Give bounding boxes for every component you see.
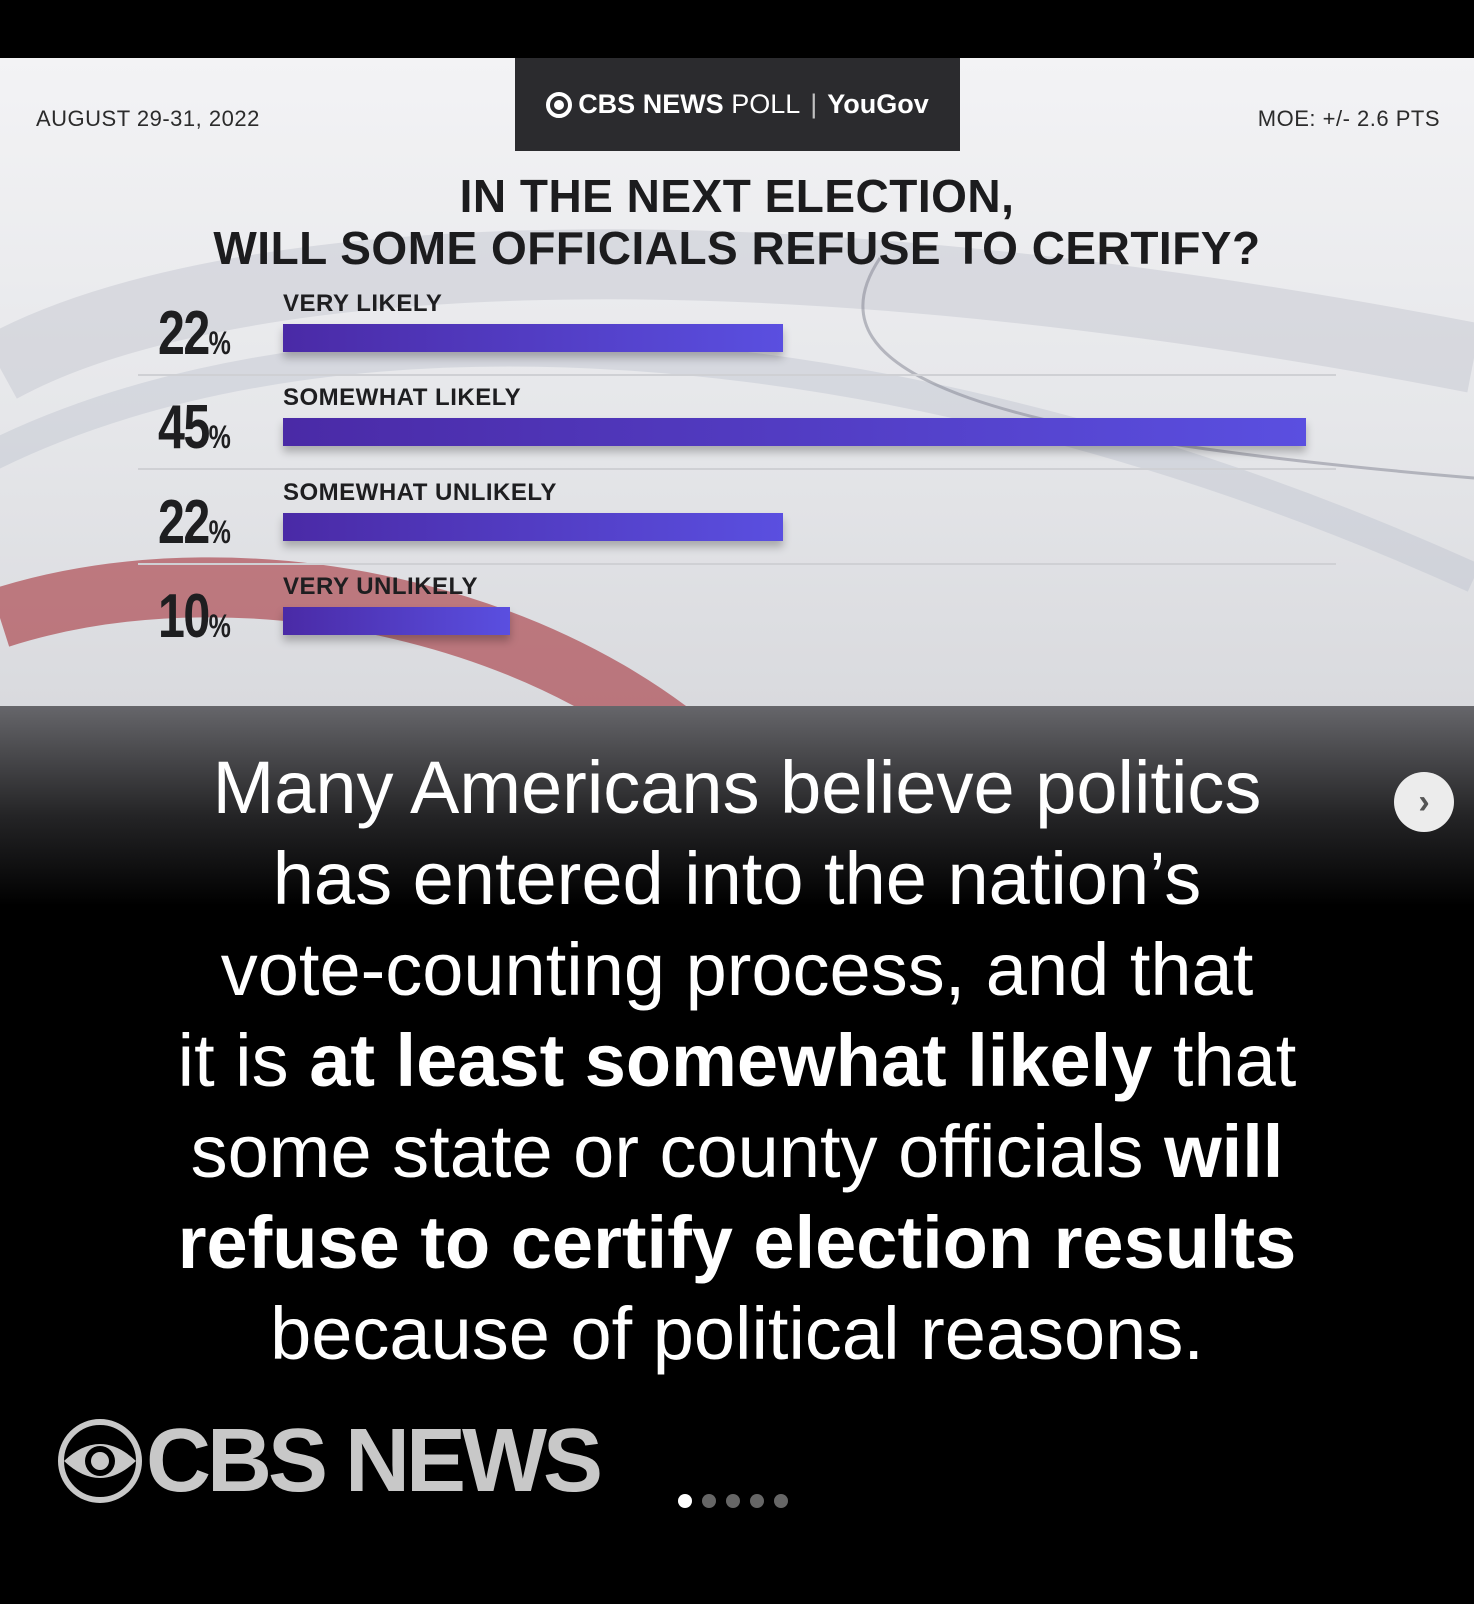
poll-title-line-1: IN THE NEXT ELECTION, [459,170,1015,222]
cbs-news-logo: CBS NEWS [58,1411,603,1511]
poll-row-label: VERY UNLIKELY [283,573,478,600]
next-slide-button[interactable]: › [1394,772,1454,832]
poll-moe: MOE: +/- 2.6 PTS [1257,106,1440,131]
poll-bar [283,418,1306,446]
poll-title-line-2: WILL SOME OFFICIALS REFUSE TO CERTIFY? [213,222,1261,274]
poll-title: IN THE NEXT ELECTION, WILL SOME OFFICIAL… [0,170,1474,274]
poll-row: 22% VERY LIKELY [0,290,1474,386]
poll-percent: 22% [158,487,231,558]
brand-poll: POLL [731,89,801,119]
poll-date: AUGUST 29-31, 2022 [36,106,260,131]
row-divider [138,374,1336,376]
post-caption: Many Americans believe politics has ente… [60,742,1414,1379]
percent-sign: % [208,325,231,361]
percent-value: 10 [158,582,210,651]
poll-row-label: SOMEWHAT UNLIKELY [283,479,557,506]
caption-line: refuse to certify election results [60,1197,1414,1288]
percent-value: 22 [158,488,210,557]
cbs-eye-icon [58,1419,142,1503]
row-divider [138,563,1336,565]
percent-sign: % [208,608,231,644]
caption-text: it is [177,1019,310,1102]
poll-row-label: VERY LIKELY [283,290,443,317]
percent-value: 45 [158,393,210,462]
poll-row: 22% SOMEWHAT UNLIKELY [0,479,1474,575]
caption-emphasis: will [1164,1110,1284,1193]
carousel-dot[interactable] [774,1494,788,1508]
poll-percent: 45% [158,392,231,463]
caption-line: some state or county officials will [60,1106,1414,1197]
caption-line: because of political reasons. [270,1292,1204,1375]
caption-line: it is at least somewhat likely that [60,1015,1414,1106]
poll-brand-tab: CBS NEWS POLL | YouGov [515,58,960,151]
poll-bar [283,324,783,352]
carousel-indicator [678,1494,788,1508]
percent-sign: % [208,514,231,550]
logo-text: CBS NEWS [146,1410,603,1511]
cbs-eye-icon [546,91,573,118]
poll-bar [283,513,783,541]
caption-text: some state or county officials [190,1110,1165,1193]
poll-row: 10% VERY UNLIKELY [0,573,1474,669]
carousel-dot[interactable] [750,1494,764,1508]
caption-emphasis: at least somewhat likely [309,1019,1153,1102]
caption-line: vote-counting process, and that [220,928,1254,1011]
percent-value: 22 [158,299,210,368]
brand-separator: | [810,89,818,119]
chevron-right-icon: › [1418,782,1430,821]
caption-fade [0,706,1474,906]
brand-cbs: CBS NEWS [578,89,724,119]
carousel-dot[interactable] [678,1494,692,1508]
carousel-dot[interactable] [702,1494,716,1508]
row-divider [138,468,1336,470]
caption-emphasis: refuse to certify election results [177,1201,1297,1284]
poll-row: 45% SOMEWHAT LIKELY [0,384,1474,480]
caption-line: Many Americans believe politics [212,746,1262,829]
poll-row-label: SOMEWHAT LIKELY [283,384,522,411]
poll-percent: 22% [158,298,231,369]
poll-percent: 10% [158,581,231,652]
poll-graphic: AUGUST 29-31, 2022 CBS NEWS POLL | YouGov … [0,58,1474,706]
poll-bar [283,607,510,635]
brand-partner: YouGov [827,89,929,119]
carousel-dot[interactable] [726,1494,740,1508]
caption-line: has entered into the nation’s [272,837,1202,920]
caption-text: that [1152,1019,1297,1102]
percent-sign: % [208,419,231,455]
